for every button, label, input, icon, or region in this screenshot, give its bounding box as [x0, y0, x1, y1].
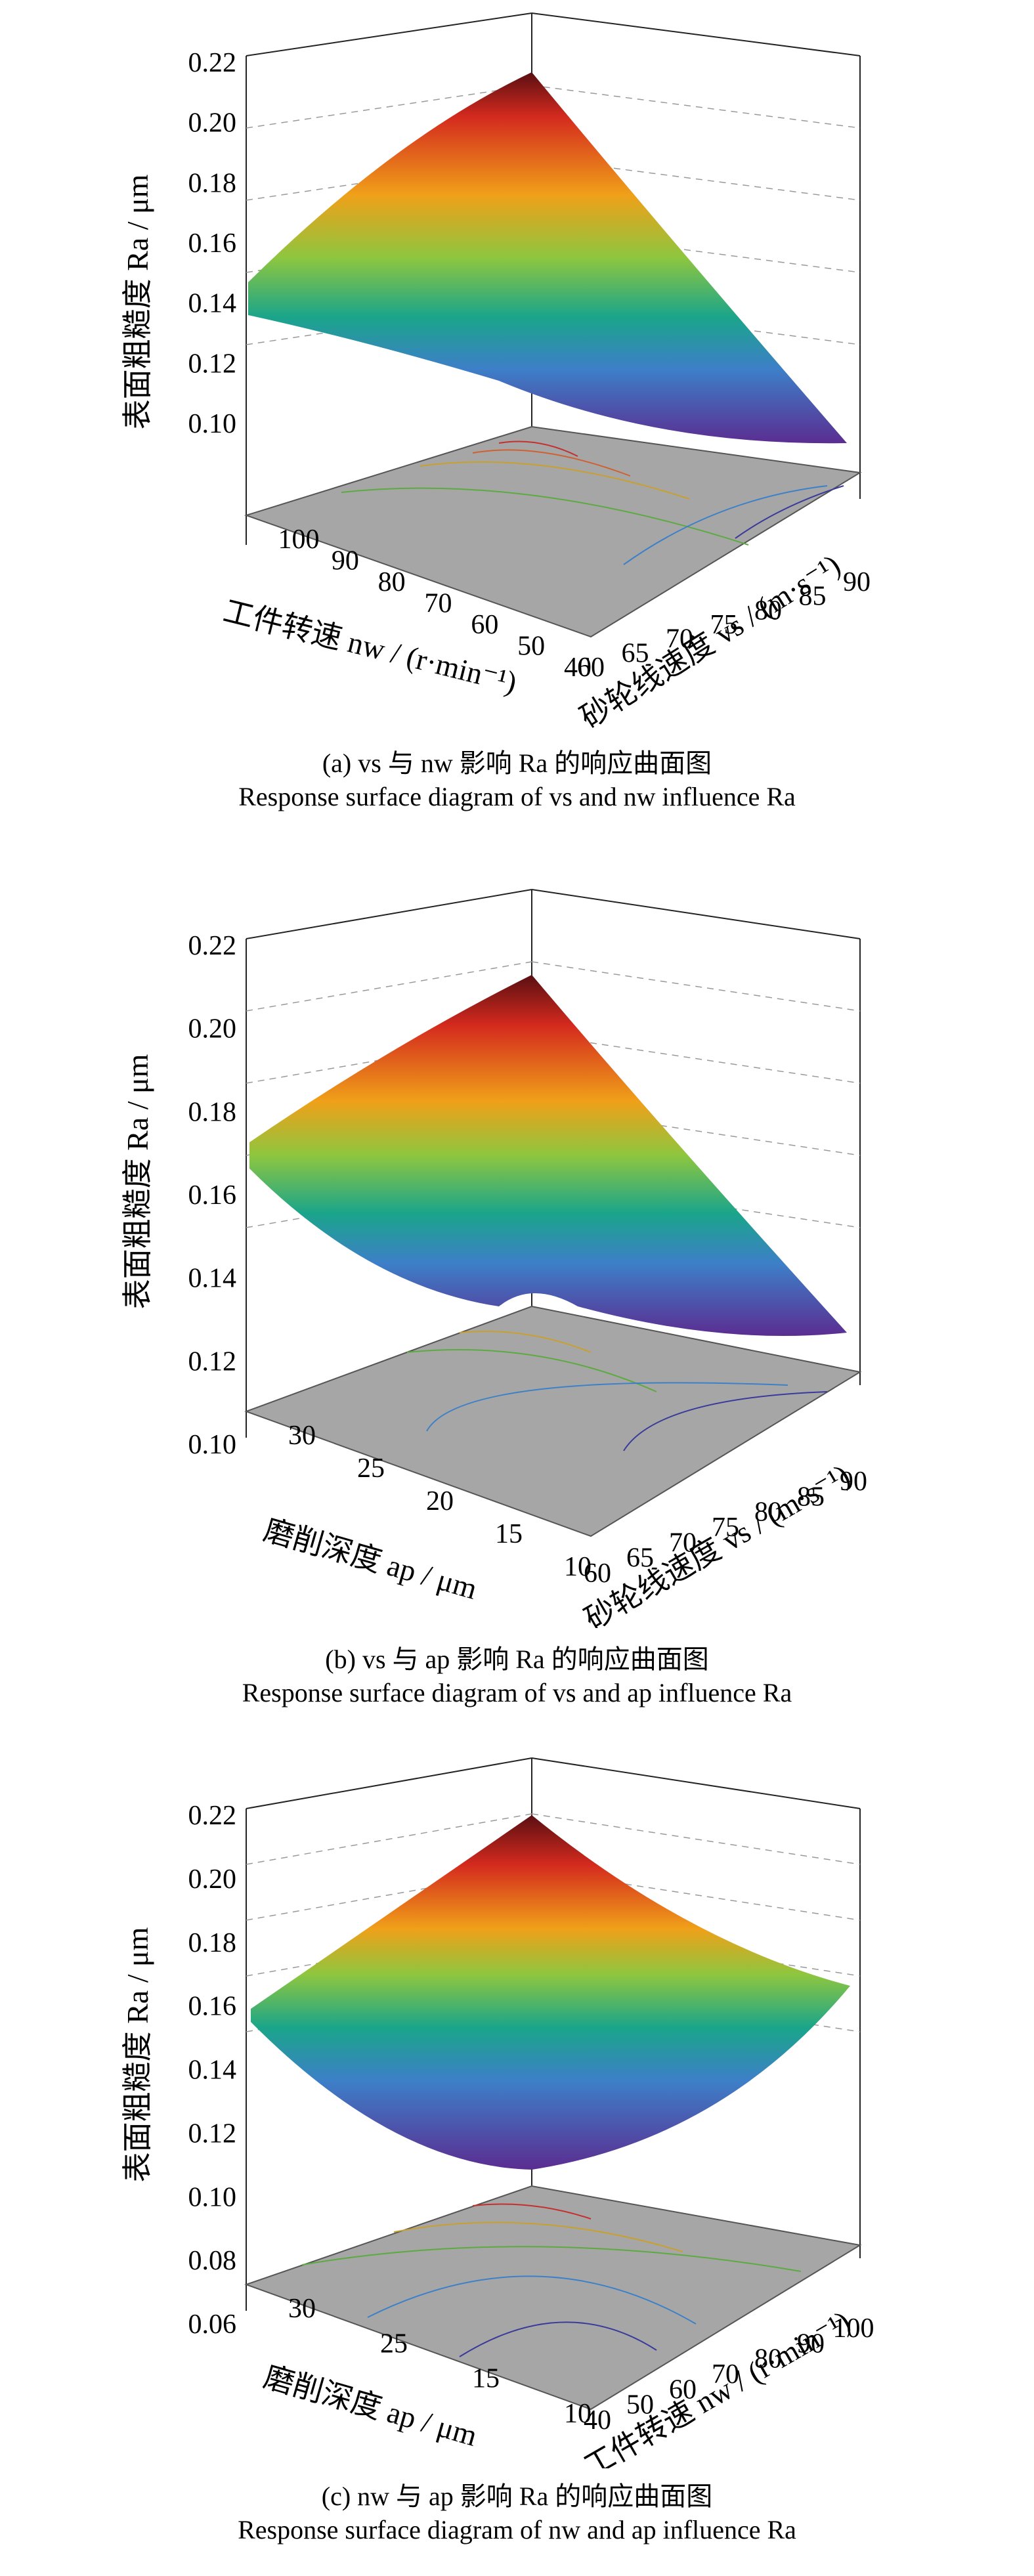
- x-tick-label: 60: [584, 1558, 611, 1589]
- z-tick-label: 0.16: [188, 228, 237, 259]
- x-tick-label: 75: [712, 1513, 739, 1543]
- x-tick-label: 80: [754, 1497, 782, 1528]
- x-ticks-a: 60 65 70 75 80 85 90: [577, 567, 871, 683]
- y-ticks-c: 10 15 25 30: [288, 2294, 592, 2429]
- y-tick-label: 40: [564, 653, 592, 683]
- z-tick-label: 0.08: [188, 2246, 237, 2276]
- y-tick-label: 80: [378, 567, 406, 597]
- z-tick-label: 0.22: [188, 931, 237, 961]
- z-ticks-c: 0.22 0.20 0.18 0.16 0.14 0.12 0.10 0.08 0.06: [188, 1801, 237, 2340]
- z-tick-label: 0.12: [188, 349, 237, 379]
- x-tick-label: 40: [584, 2405, 611, 2436]
- x-tick-label: 65: [626, 1543, 654, 1574]
- x-tick-label: 65: [622, 638, 649, 668]
- z-tick-label: 0.06: [188, 2309, 237, 2340]
- contour-floor: [244, 1305, 862, 1537]
- z-axis-label: 表面粗糙度 Ra / μm: [121, 174, 154, 429]
- y-tick-label: 50: [517, 632, 545, 662]
- y-tick-label: 10: [564, 1552, 592, 1582]
- caption-en: Response surface diagram of nw and ap in…: [238, 2515, 796, 2544]
- caption-cn: (c) nw 与 ap 影响 Ra 的响应曲面图: [321, 2481, 713, 2511]
- z-tick-label: 0.12: [188, 1346, 237, 1377]
- z-tick-label: 0.10: [188, 2182, 237, 2212]
- x-tick-label: 75: [710, 610, 738, 640]
- caption-en: Response surface diagram of vs and ap in…: [242, 1678, 792, 1707]
- y-tick-label: 100: [278, 525, 320, 555]
- x-tick-label: 85: [797, 1482, 825, 1512]
- z-tick-label: 0.10: [188, 409, 237, 439]
- z-axis-label: 表面粗糙度 Ra / μm: [121, 1054, 154, 1309]
- y-tick-label: 30: [288, 2294, 316, 2324]
- y-tick-label: 90: [332, 546, 359, 576]
- z-tick-label: 0.18: [188, 1097, 237, 1127]
- x-tick-label: 80: [754, 595, 782, 626]
- x-tick-label: 60: [669, 2374, 697, 2405]
- y-tick-label: 25: [357, 1453, 385, 1484]
- z-tick-label: 0.22: [188, 1801, 237, 1831]
- x-tick-label: 85: [799, 582, 827, 612]
- y-tick-label: 70: [425, 589, 452, 619]
- z-tick-label: 0.14: [188, 2055, 237, 2086]
- z-tick-label: 0.20: [188, 1864, 237, 1895]
- x-tick-label: 80: [754, 2344, 782, 2374]
- z-ticks-b: 0.22 0.20 0.18 0.16 0.14 0.12 0.10: [188, 931, 237, 1460]
- z-tick-label: 0.20: [188, 108, 237, 139]
- contour-lines: [341, 440, 844, 565]
- y-axis-label: 磨削深度 ap / μm: [260, 2359, 481, 2452]
- y-tick-label: 10: [564, 2399, 592, 2429]
- caption-cn: (b) vs 与 ap 影响 Ra 的响应曲面图: [325, 1644, 709, 1674]
- caption-en: Response surface diagram of vs and nw in…: [238, 782, 796, 811]
- z-tick-label: 0.16: [188, 1992, 237, 2022]
- y-tick-label: 20: [426, 1486, 454, 1516]
- surface-chart-c: 0.22 0.20 0.18 0.16 0.14 0.12 0.10 0.08 0.06 40 5…: [121, 1757, 874, 2468]
- x-tick-label: 50: [626, 2390, 654, 2420]
- x-ticks-c: 40 50 60 70 80 90 100: [584, 2313, 874, 2436]
- x-tick-label: 70: [712, 2359, 739, 2390]
- y-axis-label: 磨削深度 ap / μm: [260, 1513, 481, 1605]
- x-tick-label: 90: [797, 2329, 825, 2359]
- z-tick-label: 0.16: [188, 1180, 237, 1211]
- contour-floor: [244, 2185, 862, 2411]
- y-ticks-a: 40 50 60 70 80 90 100: [278, 525, 592, 683]
- x-tick-label: 70: [669, 1528, 697, 1558]
- z-tick-label: 0.10: [188, 1430, 237, 1460]
- z-tick-label: 0.20: [188, 1014, 237, 1044]
- y-tick-label: 15: [495, 1519, 523, 1549]
- z-tick-label: 0.18: [188, 168, 237, 198]
- y-ticks-b: 10 15 20 25 30: [288, 1421, 592, 1582]
- z-axis-label: 表面粗糙度 Ra / μm: [121, 1927, 154, 2182]
- x-ticks-b: 60 65 70 75 80 85 90: [584, 1467, 867, 1589]
- surface-chart-a: 0.22 0.20 0.18 0.16 0.14 0.12 0.10 60 65 70 75 80 8…: [121, 12, 871, 735]
- z-tick-label: 0.18: [188, 1928, 237, 1958]
- panel-c: 0.22 0.20 0.18 0.16 0.14 0.12 0.10 0.08 0.06 40 5…: [0, 1746, 1034, 2576]
- x-tick-label: 100: [833, 2313, 874, 2344]
- y-tick-label: 15: [472, 2364, 500, 2394]
- z-tick-label: 0.14: [188, 289, 237, 319]
- z-ticks-a: 0.22 0.20 0.18 0.16 0.14 0.12 0.10: [188, 48, 237, 439]
- x-tick-label: 70: [666, 624, 693, 655]
- response-surface: [248, 72, 847, 444]
- y-tick-label: 30: [288, 1421, 316, 1451]
- x-tick-label: 90: [840, 1467, 867, 1497]
- z-tick-label: 0.12: [188, 2118, 237, 2149]
- y-tick-label: 25: [380, 2329, 408, 2359]
- caption-cn: (a) vs 与 nw 影响 Ra 的响应曲面图: [322, 748, 712, 778]
- panel-b: 0.22 0.20 0.18 0.16 0.14 0.12 0.10 60 65 70 75 80 8…: [0, 873, 1034, 1740]
- contour-floor: [244, 425, 862, 638]
- x-tick-label: 90: [843, 567, 871, 597]
- z-tick-label: 0.14: [188, 1264, 237, 1294]
- x-tick-label: 60: [577, 653, 605, 683]
- panel-a: 0.22 0.20 0.18 0.16 0.14 0.12 0.10 60 65 70 75 80 8…: [0, 0, 1034, 853]
- y-tick-label: 60: [471, 610, 498, 640]
- surface-chart-b: 0.22 0.20 0.18 0.16 0.14 0.12 0.10 60 65 70 75 80 8…: [121, 889, 867, 1628]
- z-tick-label: 0.22: [188, 48, 237, 78]
